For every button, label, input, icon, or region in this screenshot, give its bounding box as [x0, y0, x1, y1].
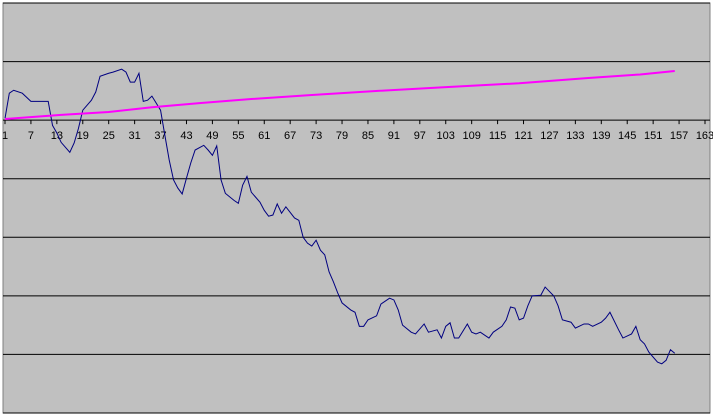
x-tick-label: 19	[77, 130, 89, 142]
x-tick-label: 7	[28, 130, 34, 142]
x-tick-label: 91	[388, 130, 400, 142]
x-tick-label: 115	[489, 130, 507, 142]
x-tick-label: 97	[414, 130, 426, 142]
x-tick-label: 133	[566, 130, 584, 142]
x-tick-label: 127	[540, 130, 558, 142]
x-tick-label: 25	[103, 130, 115, 142]
x-tick-label: 49	[206, 130, 218, 142]
x-tick-label: 31	[129, 130, 141, 142]
x-tick-label: 67	[284, 130, 296, 142]
x-tick-label: 61	[258, 130, 270, 142]
x-tick-label: 13	[51, 130, 63, 142]
x-tick-label: 43	[180, 130, 192, 142]
x-tick-label: 121	[514, 130, 532, 142]
x-tick-label: 1	[2, 130, 8, 142]
x-tick-label: 139	[592, 130, 610, 142]
x-tick-label: 73	[310, 130, 322, 142]
x-tick-label: 109	[462, 130, 480, 142]
x-tick-label: 151	[644, 130, 662, 142]
data-line	[4, 69, 675, 120]
x-tick-label: 79	[336, 130, 348, 142]
x-tick-label: 55	[232, 130, 244, 142]
data-line	[4, 68, 676, 365]
x-tick-label: 163	[696, 130, 713, 142]
x-tick-label: 85	[362, 130, 374, 142]
x-tick-label: 145	[618, 130, 636, 142]
x-tick-label: 37	[154, 130, 166, 142]
x-tick-label: 103	[437, 130, 455, 142]
x-tick-label: 157	[670, 130, 688, 142]
